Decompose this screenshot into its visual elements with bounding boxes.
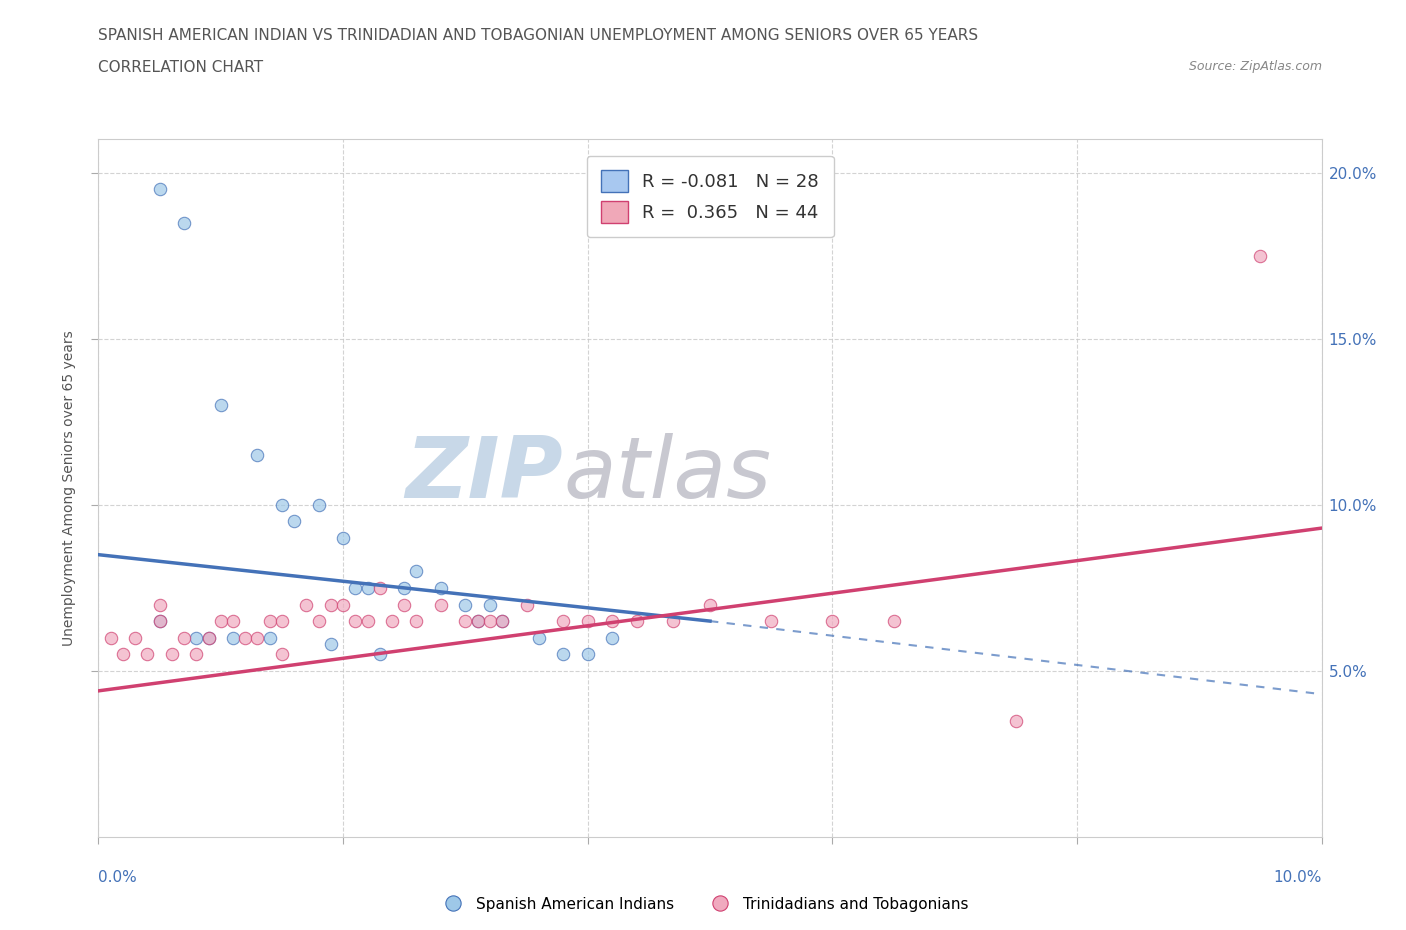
Point: [821, 614, 844, 629]
Point: [1004, 713, 1026, 728]
Point: [381, 614, 404, 629]
Point: [699, 597, 721, 612]
Point: [600, 631, 623, 645]
Legend: Spanish American Indians, Trinidadians and Tobagonians: Spanish American Indians, Trinidadians a…: [432, 891, 974, 918]
Point: [173, 631, 195, 645]
Point: [600, 614, 623, 629]
Point: [209, 398, 232, 413]
Point: [319, 597, 342, 612]
Text: CORRELATION CHART: CORRELATION CHART: [98, 60, 263, 75]
Text: SPANISH AMERICAN INDIAN VS TRINIDADIAN AND TOBAGONIAN UNEMPLOYMENT AMONG SENIORS: SPANISH AMERICAN INDIAN VS TRINIDADIAN A…: [98, 28, 979, 43]
Point: [430, 580, 453, 595]
Point: [246, 447, 269, 462]
Point: [308, 614, 330, 629]
Point: [467, 614, 489, 629]
Point: [197, 631, 219, 645]
Point: [576, 614, 599, 629]
Point: [430, 597, 453, 612]
Point: [454, 597, 477, 612]
Point: [332, 531, 354, 546]
Text: 10.0%: 10.0%: [1274, 870, 1322, 884]
Point: [270, 614, 292, 629]
Point: [100, 631, 122, 645]
Point: [186, 647, 208, 662]
Point: [478, 597, 501, 612]
Point: [491, 614, 513, 629]
Point: [259, 631, 281, 645]
Point: [308, 498, 330, 512]
Point: [136, 647, 159, 662]
Point: [553, 614, 575, 629]
Text: Source: ZipAtlas.com: Source: ZipAtlas.com: [1188, 60, 1322, 73]
Point: [259, 614, 281, 629]
Point: [344, 614, 367, 629]
Point: [149, 614, 172, 629]
Point: [759, 614, 782, 629]
Point: [553, 647, 575, 662]
Point: [344, 580, 367, 595]
Point: [527, 631, 550, 645]
Point: [246, 631, 269, 645]
Point: [516, 597, 538, 612]
Point: [356, 614, 378, 629]
Text: atlas: atlas: [564, 432, 772, 516]
Point: [222, 631, 245, 645]
Point: [209, 614, 232, 629]
Point: [186, 631, 208, 645]
Point: [197, 631, 219, 645]
Point: [111, 647, 134, 662]
Point: [392, 580, 416, 595]
Point: [626, 614, 648, 629]
Point: [222, 614, 245, 629]
Point: [1249, 248, 1271, 263]
Point: [405, 614, 427, 629]
Point: [662, 614, 685, 629]
Point: [405, 564, 427, 578]
Point: [149, 182, 172, 197]
Point: [124, 631, 146, 645]
Text: ZIP: ZIP: [405, 432, 564, 516]
Point: [319, 637, 342, 652]
Point: [173, 215, 195, 230]
Point: [332, 597, 354, 612]
Point: [149, 597, 172, 612]
Point: [392, 597, 416, 612]
Legend: R = -0.081   N = 28, R =  0.365   N = 44: R = -0.081 N = 28, R = 0.365 N = 44: [586, 155, 834, 237]
Point: [283, 514, 305, 529]
Point: [454, 614, 477, 629]
Text: 0.0%: 0.0%: [98, 870, 138, 884]
Point: [368, 647, 391, 662]
Point: [467, 614, 489, 629]
Point: [270, 647, 292, 662]
Point: [149, 614, 172, 629]
Point: [160, 647, 183, 662]
Point: [491, 614, 513, 629]
Point: [576, 647, 599, 662]
Y-axis label: Unemployment Among Seniors over 65 years: Unemployment Among Seniors over 65 years: [62, 330, 76, 646]
Point: [270, 498, 292, 512]
Point: [233, 631, 256, 645]
Point: [478, 614, 501, 629]
Point: [356, 580, 378, 595]
Point: [883, 614, 905, 629]
Point: [368, 580, 391, 595]
Point: [295, 597, 318, 612]
